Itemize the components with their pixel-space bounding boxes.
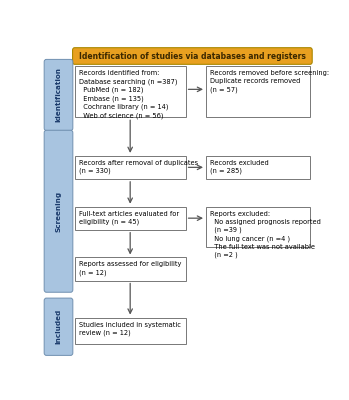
Text: Records identified from:
Database searching (n =387)
  PubMed (n = 182)
  Embase: Records identified from: Database search… (79, 70, 177, 119)
FancyBboxPatch shape (44, 130, 73, 292)
FancyBboxPatch shape (75, 318, 186, 344)
Text: Records excluded
(n = 285): Records excluded (n = 285) (210, 160, 269, 174)
Text: Studies included in systematic
review (n = 12): Studies included in systematic review (n… (79, 322, 181, 336)
FancyBboxPatch shape (75, 156, 186, 179)
FancyBboxPatch shape (75, 258, 186, 280)
Text: Identification of studies via databases and registers: Identification of studies via databases … (79, 52, 306, 60)
Text: Full-text articles evaluated for
eligibility (n = 45): Full-text articles evaluated for eligibi… (79, 211, 179, 225)
Text: Included: Included (55, 309, 61, 344)
Text: Reports excluded:
  No assigned prognosis reported
  (n =39 )
  No lung cancer (: Reports excluded: No assigned prognosis … (210, 211, 321, 258)
FancyBboxPatch shape (206, 156, 310, 179)
FancyBboxPatch shape (44, 298, 73, 355)
FancyBboxPatch shape (206, 207, 310, 247)
FancyBboxPatch shape (73, 48, 312, 64)
FancyBboxPatch shape (44, 59, 73, 130)
FancyBboxPatch shape (206, 66, 310, 117)
FancyBboxPatch shape (75, 207, 186, 230)
Text: Identification: Identification (55, 68, 61, 122)
Text: Screening: Screening (55, 191, 61, 232)
Text: Records removed before screening:
Duplicate records removed
(n = 57): Records removed before screening: Duplic… (210, 70, 329, 93)
Text: Reports assessed for eligibility
(n = 12): Reports assessed for eligibility (n = 12… (79, 262, 181, 276)
FancyBboxPatch shape (75, 66, 186, 117)
Text: Records after removal of duplicates
(n = 330): Records after removal of duplicates (n =… (79, 160, 198, 174)
